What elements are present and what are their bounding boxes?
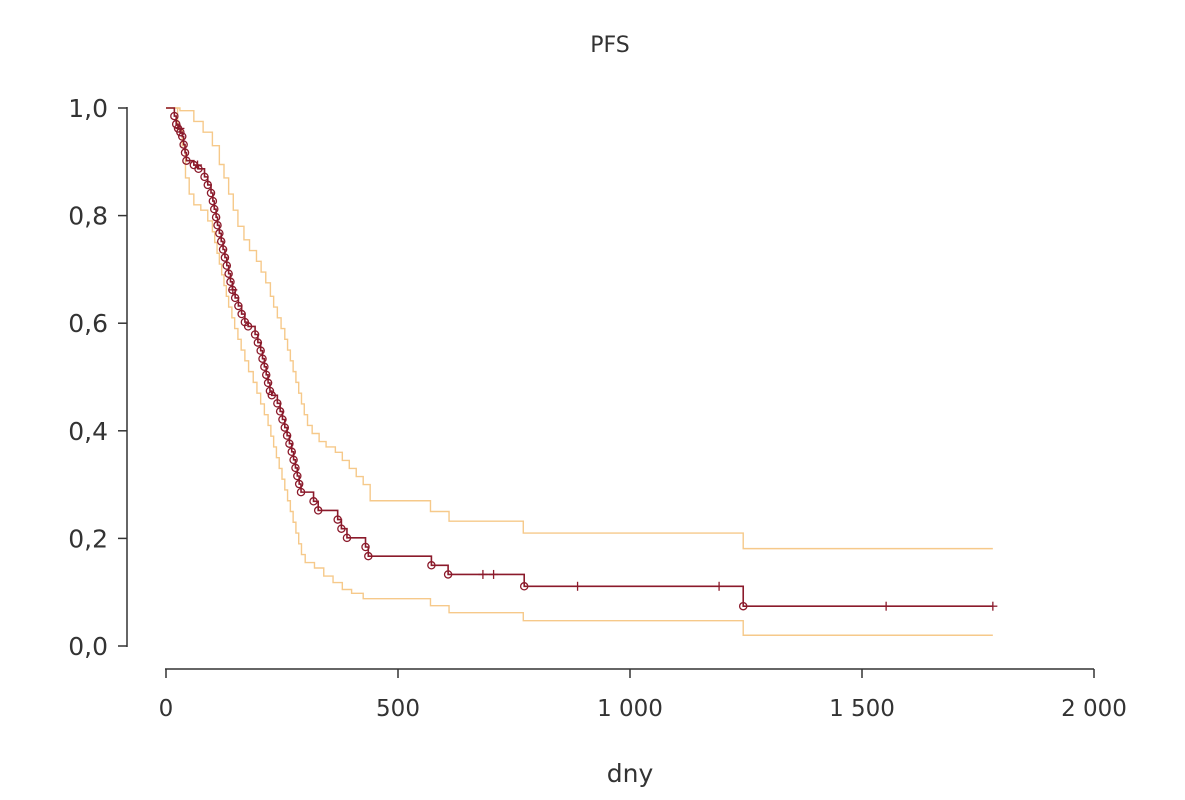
x-axis-label: dny xyxy=(607,759,654,788)
event-marker xyxy=(265,386,275,396)
event-marker xyxy=(243,322,253,331)
event-marker xyxy=(333,515,342,524)
censor-marker xyxy=(228,285,238,295)
y-axis-ticks: 0,0 0,2 0,4 0,6 0,8 1,0 xyxy=(68,94,127,661)
ci-upper-line xyxy=(166,107,993,550)
event-marker xyxy=(256,346,265,355)
event-marker xyxy=(253,338,263,347)
censor-marker xyxy=(193,160,203,170)
event-marker xyxy=(215,229,224,238)
event-marker xyxy=(258,354,267,363)
event-marker xyxy=(218,245,228,254)
event-marker xyxy=(267,391,277,400)
event-marker xyxy=(443,570,453,579)
event-marker xyxy=(263,378,273,388)
event-marker xyxy=(361,542,370,552)
censor-marker xyxy=(175,123,185,133)
y-tick-label: 0,2 xyxy=(68,524,108,553)
event-marker xyxy=(738,601,748,611)
event-marker xyxy=(203,180,213,190)
x-tick-label: 500 xyxy=(376,696,420,722)
event-marker xyxy=(289,455,298,465)
event-marker xyxy=(226,277,235,287)
x-axis-ticks: 0 500 1 000 1 500 2 000 xyxy=(159,669,1127,722)
event-marker xyxy=(294,479,304,489)
event-marker xyxy=(427,561,436,570)
event-marker xyxy=(278,415,287,424)
y-tick-label: 0,4 xyxy=(68,417,108,446)
event-marker xyxy=(280,423,290,432)
confidence-band xyxy=(166,107,993,636)
event-marker xyxy=(206,188,216,198)
event-marker xyxy=(260,362,269,372)
event-marker xyxy=(177,132,187,141)
event-marker xyxy=(293,471,302,481)
censor-markers xyxy=(175,123,998,611)
event-marker xyxy=(234,301,243,311)
event-marker xyxy=(282,431,292,440)
event-marker xyxy=(180,148,190,157)
censor-marker xyxy=(489,569,499,579)
censor-marker xyxy=(478,569,488,579)
event-marker xyxy=(220,253,230,262)
event-marker xyxy=(250,330,260,339)
survival-curve-group xyxy=(166,107,993,607)
event-marker xyxy=(224,269,233,278)
event-marker xyxy=(179,140,188,149)
event-marker xyxy=(261,370,271,380)
event-marker xyxy=(291,463,300,473)
event-marker xyxy=(208,196,218,206)
event-marker xyxy=(309,497,318,506)
event-marker xyxy=(364,551,373,561)
x-tick-label: 2 000 xyxy=(1061,696,1127,722)
y-tick-label: 0,0 xyxy=(68,632,108,661)
ci-lower-line xyxy=(166,107,993,636)
event-marker xyxy=(337,524,346,533)
x-tick-label: 1 000 xyxy=(597,696,663,722)
censor-marker xyxy=(988,601,998,611)
event-marker xyxy=(210,204,219,214)
event-marker xyxy=(275,407,285,416)
event-marker xyxy=(182,156,191,165)
event-marker xyxy=(296,487,306,497)
event-marker xyxy=(211,212,221,222)
event-marker xyxy=(200,172,209,182)
survival-line xyxy=(166,107,993,607)
censor-marker xyxy=(573,581,583,591)
chart-title: PFS xyxy=(590,33,630,58)
event-marker xyxy=(273,399,282,408)
event-marker xyxy=(213,221,222,230)
censor-marker xyxy=(881,601,891,611)
x-tick-label: 1 500 xyxy=(829,696,895,722)
event-marker xyxy=(237,309,246,319)
event-marker xyxy=(519,582,529,591)
event-markers xyxy=(170,111,748,611)
x-tick-label: 0 xyxy=(159,696,174,722)
event-marker xyxy=(230,293,240,303)
censor-marker xyxy=(714,581,724,591)
event-marker xyxy=(342,533,352,543)
y-tick-label: 0,8 xyxy=(68,202,108,231)
y-tick-label: 0,6 xyxy=(68,309,108,338)
event-marker xyxy=(285,439,294,448)
event-marker xyxy=(222,261,232,270)
event-marker xyxy=(170,111,179,121)
event-marker xyxy=(313,506,323,515)
y-tick-label: 1,0 xyxy=(68,94,108,123)
event-marker xyxy=(216,237,226,246)
event-marker xyxy=(287,447,296,457)
